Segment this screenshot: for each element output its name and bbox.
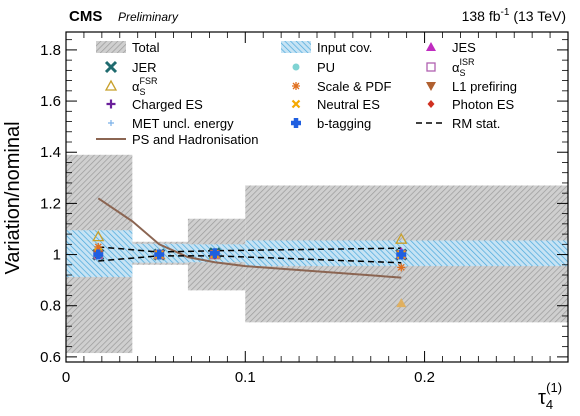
x-axis-title: τ4(1) bbox=[538, 380, 562, 412]
legend-label-0: Total bbox=[132, 40, 160, 55]
legend: Total Input cov. JES JER PU αSISR αSFSR Scale &… bbox=[96, 40, 517, 147]
lumi-label: 138 fb-1 (13 TeV) bbox=[462, 7, 566, 24]
ps-hadronisation-group bbox=[97, 197, 402, 279]
rm-stat-upper-line bbox=[98, 246, 402, 253]
y-axis-title: Variation/nominal bbox=[2, 121, 24, 274]
marker-cross-bold-s11-bin-3 bbox=[396, 249, 407, 260]
legend-label-9: Charged ES bbox=[132, 97, 203, 112]
marker-triangle-up-open-s2-bin-3 bbox=[395, 232, 408, 244]
y-tick-label: 1.2 bbox=[40, 195, 61, 212]
rm-stat-group bbox=[98, 246, 402, 264]
legend-label-11: Photon ES bbox=[452, 97, 514, 112]
legend-label-15: PS and Hadronisation bbox=[132, 132, 258, 147]
legend-marker-5 bbox=[426, 62, 436, 72]
legend-marker-10 bbox=[291, 99, 301, 109]
legend-label-13: b-tagging bbox=[317, 116, 371, 131]
legend-label-12: MET uncl. energy bbox=[132, 116, 234, 131]
rm-stat-lower-line bbox=[98, 255, 402, 264]
x-tick-label: 0.2 bbox=[414, 369, 435, 386]
y-tick-label: 1.4 bbox=[40, 144, 61, 161]
y-tick-label: 0.8 bbox=[40, 298, 61, 315]
marker-star-s6-bin-0 bbox=[94, 242, 103, 251]
y-tick-label: 0.6 bbox=[40, 349, 61, 366]
legend-label-10: Neutral ES bbox=[317, 97, 380, 112]
legend-label-4: PU bbox=[317, 60, 335, 75]
y-axis: 0.6 0.8 1 1.2 1.4 1.6 1.8 bbox=[40, 39, 568, 366]
marker-group bbox=[92, 230, 408, 308]
legend-marker-13 bbox=[291, 118, 301, 128]
legend-swatch-0 bbox=[96, 41, 126, 53]
y-tick-label: 1.6 bbox=[40, 93, 61, 110]
legend-marker-9 bbox=[106, 99, 116, 109]
legend-swatch-1 bbox=[281, 41, 311, 53]
legend-marker-4 bbox=[292, 63, 300, 71]
legend-label-8: L1 prefiring bbox=[452, 79, 517, 94]
y-tick-label: 1.8 bbox=[40, 42, 61, 59]
legend-marker-7 bbox=[292, 82, 300, 90]
y-tick-label: 1 bbox=[53, 247, 61, 264]
legend-marker-8 bbox=[426, 82, 436, 91]
x-axis: 0 0.1 0.2 bbox=[62, 32, 569, 386]
marker-triangle-up-open-s2-bin-0 bbox=[92, 230, 105, 242]
status-label: Preliminary bbox=[118, 10, 179, 24]
legend-marker-6 bbox=[104, 79, 118, 91]
experiment-label: CMS bbox=[69, 8, 102, 25]
legend-marker-2 bbox=[426, 42, 436, 51]
legend-label-1: Input cov. bbox=[317, 40, 372, 55]
marker-triangle-up-s12-bin-3 bbox=[396, 298, 407, 308]
legend-marker-3 bbox=[104, 60, 118, 74]
ps-hadronisation-line bbox=[97, 197, 402, 279]
legend-marker-11 bbox=[427, 100, 435, 108]
legend-label-5: αSISR bbox=[452, 57, 475, 78]
legend-label-14: RM stat. bbox=[452, 116, 500, 131]
legend-marker-12 bbox=[108, 120, 114, 126]
x-tick-label: 0 bbox=[62, 369, 70, 386]
x-tick-label: 0.1 bbox=[235, 369, 256, 386]
legend-label-2: JES bbox=[452, 40, 476, 55]
legend-label-6: αSFSR bbox=[132, 76, 158, 97]
input-cov-band-bin-3 bbox=[245, 240, 568, 267]
marker-cross-bold-s11-bin-2 bbox=[209, 248, 220, 259]
marker-cross-bold-s11-bin-0 bbox=[93, 249, 104, 260]
marker-star-s6-bin-3 bbox=[397, 263, 406, 272]
marker-cross-bold-s11-bin-1 bbox=[154, 249, 165, 260]
legend-label-3: JER bbox=[132, 60, 157, 75]
legend-label-7: Scale & PDF bbox=[317, 79, 391, 94]
